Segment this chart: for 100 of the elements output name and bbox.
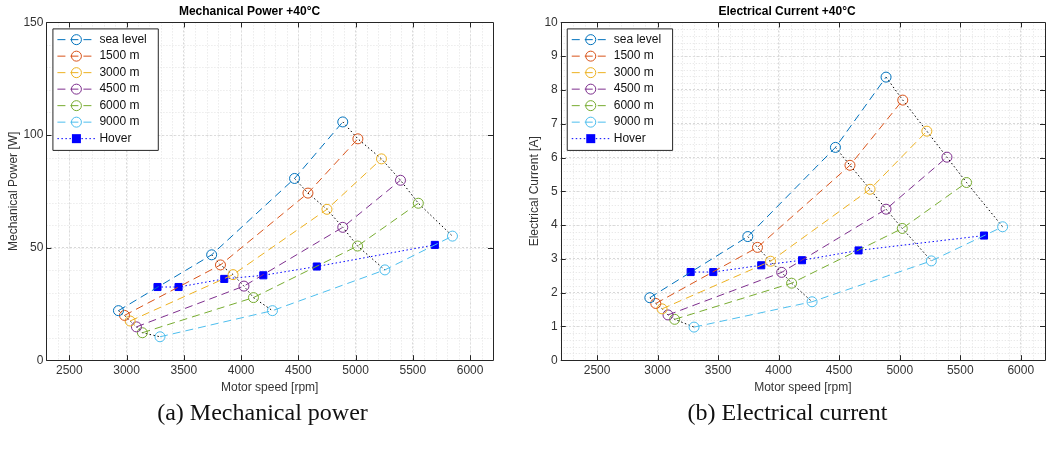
point [864,183,876,195]
point [154,331,166,343]
point [829,141,841,153]
y-tick-label: 5 [551,183,559,198]
y-tick-label: 10 [544,14,559,29]
point [379,264,391,276]
point [686,268,695,277]
point [897,94,909,106]
y-tick-label: 2 [551,284,559,299]
point [662,309,674,321]
point [136,327,148,339]
point [352,240,364,252]
point [921,125,933,137]
point [227,269,239,281]
point [644,292,656,304]
point [776,266,788,278]
legend-label: 6000 m [99,97,140,112]
x-tick-label: 4000 [765,362,793,377]
point [112,305,124,317]
point [124,315,136,327]
point [688,321,700,333]
point [941,151,953,163]
point [214,259,226,271]
point [247,292,259,304]
text: (a) Mechanical power [156,399,369,426]
legend-label: Hover [99,130,132,145]
y-tick-label: 6 [551,149,559,164]
y-tick-label: 150 [23,14,44,29]
point [337,116,349,128]
point [446,230,458,242]
legend-label: 3000 m [99,64,140,79]
x-tick-label: 5000 [886,362,914,377]
x-tick-label: 5500 [399,362,427,377]
point [765,255,777,267]
point [742,231,754,243]
chart-title: Mechanical Power +40°C [178,3,321,18]
legend-label: 9000 m [99,114,140,129]
x-tick-label: 6000 [456,362,484,377]
point [352,133,364,145]
x-tick-label: 5000 [342,362,370,377]
point [130,321,142,333]
point [896,222,908,234]
x-tick-label: 6000 [1007,362,1035,377]
x-tick-label: 3500 [704,362,732,377]
y-axis-title: Electrical Current [A] [526,136,541,247]
point [375,153,387,165]
point [321,203,333,215]
point [302,187,314,199]
y-tick-label: 0 [36,352,44,367]
x-tick-label: 3000 [644,362,672,377]
legend-label: 4500 m [99,81,140,96]
x-tick-label: 4500 [825,362,853,377]
point [412,197,424,209]
legend-label: 3000 m [613,64,654,79]
point [220,274,229,283]
point [961,177,973,189]
legend-label: 1500 m [99,48,140,63]
y-axis-title: Mechanical Power [W] [5,131,20,251]
point [880,71,892,83]
legend-label: 9000 m [613,114,654,129]
point [925,255,937,267]
y-tick-label: 100 [23,127,44,142]
point [997,221,1009,233]
x-tick-label: 4000 [227,362,255,377]
point [337,221,349,233]
point [119,309,131,321]
legend-label: 1500 m [613,48,654,63]
chart-title: Electrical Current +40°C [718,3,856,18]
y-tick-label: 4 [551,217,559,232]
point [806,296,818,308]
point [751,241,763,253]
x-tick-label: 2500 [55,362,83,377]
y-tick-label: 7 [551,116,559,131]
point [844,159,856,171]
point [266,305,278,317]
y-tick-label: 8 [551,82,559,97]
y-tick-label: 9 [551,48,559,63]
point [174,282,183,292]
x-axis-title: Motor speed [rpm] [754,380,852,395]
text: (b) Electrical current [686,399,889,426]
x-tick-label: 3500 [170,362,198,377]
x-tick-label: 4500 [284,362,313,377]
legend-label: 4500 m [613,81,654,96]
point [289,172,301,184]
point [238,280,250,292]
point [650,297,662,309]
x-tick-label: 5500 [946,362,974,377]
x-axis-title: Motor speed [rpm] [221,380,319,395]
legend-label: Hover [613,130,646,145]
point [786,277,798,289]
y-tick-label: 50 [30,239,44,254]
point [880,203,892,215]
y-tick-label: 3 [551,251,559,266]
legend-label: 6000 m [613,97,654,112]
point [656,303,668,315]
y-tick-label: 0 [551,352,559,367]
x-tick-label: 2500 [583,362,611,377]
x-tick-label: 3000 [113,362,141,377]
point [206,249,218,261]
point [394,174,406,186]
